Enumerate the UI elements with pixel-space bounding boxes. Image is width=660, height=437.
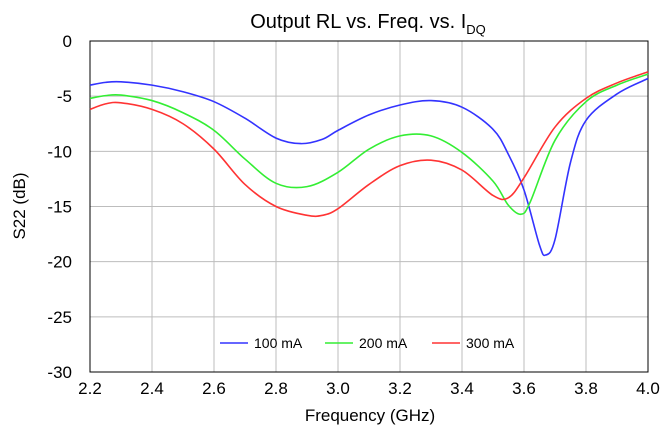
y-tick-label: -30 (47, 363, 72, 382)
x-tick-label: 3.4 (450, 379, 474, 398)
chart-title-subscript: DQ (466, 22, 486, 37)
y-tick-label: -20 (47, 253, 72, 272)
series-group (89, 71, 649, 257)
grid (89, 40, 649, 373)
x-tick-label: 3.8 (574, 379, 598, 398)
y-axis-title: S22 (dB) (10, 172, 29, 239)
legend-label-300-ma: 300 mA (466, 335, 515, 351)
series-line-100-ma (89, 77, 649, 257)
x-tick-label: 3.0 (326, 379, 350, 398)
x-tick-label: 2.4 (140, 379, 164, 398)
y-tick-label: -5 (57, 87, 72, 106)
x-tick-label: 3.2 (388, 379, 412, 398)
y-tick-label: 0 (63, 32, 72, 51)
y-tick-labels: 0 -5 -10 -15 -20 -25 -30 (47, 32, 72, 382)
x-tick-labels: 2.2 2.4 2.6 2.8 3.0 3.2 3.4 3.6 3.8 4.0 (78, 379, 660, 398)
x-tick-label: 4.0 (636, 379, 660, 398)
x-tick-label: 2.8 (264, 379, 288, 398)
y-tick-label: -25 (47, 308, 72, 327)
plot-area-frame (89, 40, 649, 373)
x-axis-title: Frequency (GHz) (305, 406, 435, 425)
legend: 100 mA 200 mA 300 mA (220, 335, 515, 351)
chart-title: Output RL vs. Freq. vs. IDQ (250, 11, 486, 37)
legend-label-200-ma: 200 mA (359, 335, 408, 351)
series-line-300-ma (89, 71, 649, 218)
x-tick-label: 2.6 (202, 379, 226, 398)
y-tick-label: -10 (47, 142, 72, 161)
x-tick-label: 3.6 (512, 379, 536, 398)
x-tick-label: 2.2 (78, 379, 102, 398)
chart-title-main: Output RL vs. Freq. vs. I (250, 11, 466, 33)
legend-label-100-ma: 100 mA (254, 335, 303, 351)
y-tick-label: -15 (47, 198, 72, 217)
series-line-200-ma (89, 73, 649, 216)
